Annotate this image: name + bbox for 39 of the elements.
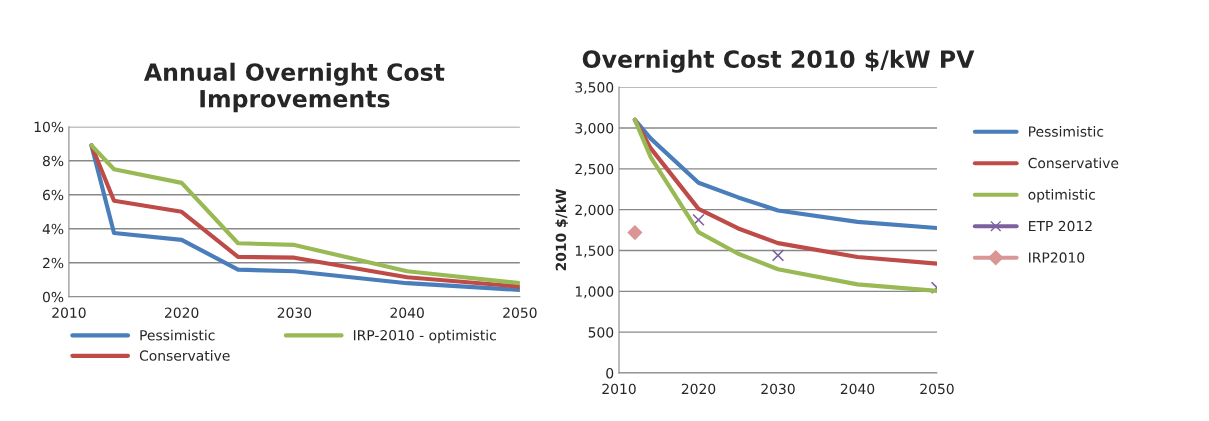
y-tick-label: 6% <box>42 189 64 201</box>
y-tick-label: 1,500 <box>575 245 614 258</box>
y-axis-title: 2010 $/kW <box>555 189 568 271</box>
y-tick-label: 0 <box>606 367 614 379</box>
y-tick-label: 1,000 <box>575 286 614 299</box>
x-tick-label: 2020 <box>681 383 716 395</box>
legend-label: Conservative <box>139 350 230 361</box>
x-tick-label: 2030 <box>277 307 312 318</box>
chart-title: Annual Overnight Cost Improvements <box>143 62 445 113</box>
legend-label: IRP2010 <box>1029 252 1085 263</box>
line-series <box>632 117 937 294</box>
x-tick-label: 2050 <box>920 383 954 395</box>
point <box>692 213 705 227</box>
y-tick-label: 4% <box>42 223 64 235</box>
y-tick-label: 8% <box>42 155 64 167</box>
y-tick-label: 0% <box>42 291 64 303</box>
y-tick-label: 3,000 <box>575 122 614 135</box>
y-tick-label: 3,500 <box>575 82 614 95</box>
legend-label: optimistic <box>1028 189 1096 203</box>
point <box>627 224 643 241</box>
point <box>771 249 785 262</box>
x-tick-label: 2020 <box>165 307 199 318</box>
legend-label: IRP-2010 - optimistic <box>353 329 496 344</box>
legend-label: Pessimistic <box>140 329 215 341</box>
x-tick-label: 2010 <box>602 383 636 395</box>
y-tick-label: 2,000 <box>575 204 614 217</box>
x-tick-label: 2040 <box>840 383 875 395</box>
y-tick-label: 2% <box>43 257 64 269</box>
chart-title: Overnight Cost 2010 $/kW PV <box>582 49 975 73</box>
legend-label: Conservative <box>1028 157 1119 169</box>
y-tick-label: 2,500 <box>575 163 614 176</box>
legend-label: Pessimistic <box>1029 126 1104 137</box>
x-tick-label: 2040 <box>390 307 424 318</box>
y-tick-label: 500 <box>588 327 614 338</box>
legend-label: ETP 2012 <box>1029 220 1092 232</box>
x-tick-label: 2030 <box>761 383 795 395</box>
x-tick-label: 2010 <box>52 307 86 318</box>
y-tick-label: 10% <box>34 121 64 133</box>
x-tick-label: 2050 <box>503 307 537 318</box>
